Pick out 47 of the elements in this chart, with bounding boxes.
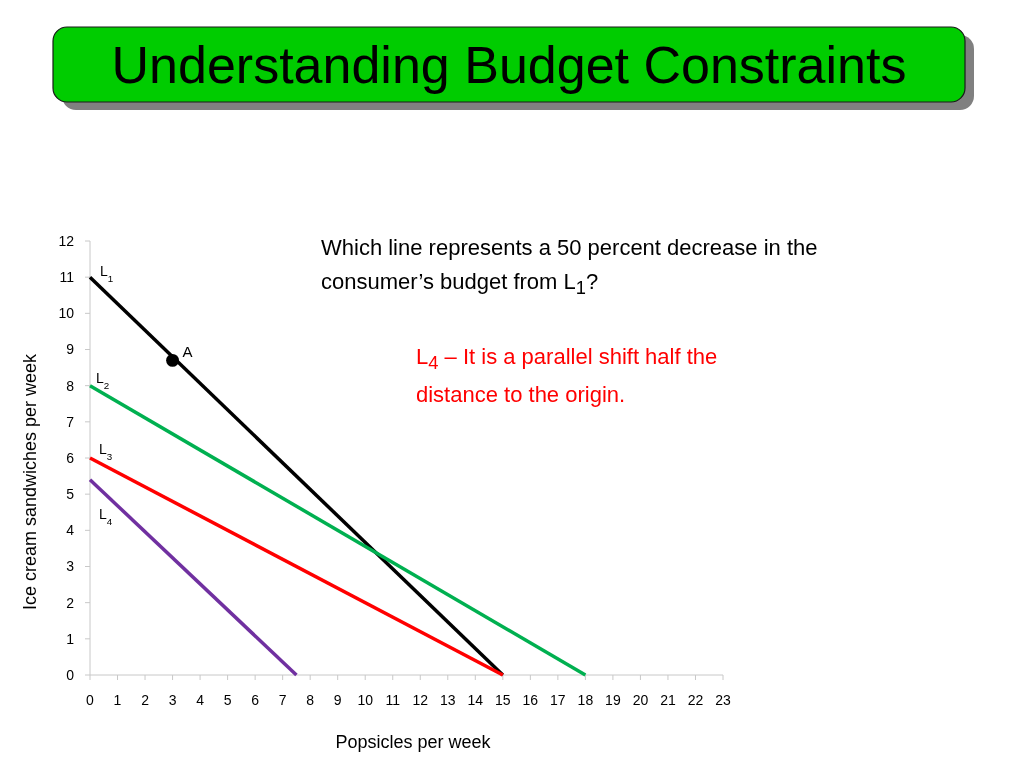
y-tick-label: 9 [66, 341, 75, 358]
y-tick-label: 10 [58, 305, 75, 322]
x-tick-label: 23 [715, 692, 731, 708]
x-tick-label: 18 [577, 692, 594, 708]
series-label: L$_{2}$ [96, 369, 110, 391]
series-label: A [182, 343, 193, 361]
x-tick-label: 4 [196, 692, 205, 708]
x-tick-label: 2 [141, 692, 150, 708]
series-label: L$_{4}$ [99, 505, 113, 527]
x-tick-label: 12 [412, 692, 429, 708]
annotation: L$_{4}$ – It is a parallel shift half the distance to the origin. [416, 343, 719, 410]
y-tick-label: 8 [66, 377, 75, 394]
y-tick-label: 7 [66, 413, 75, 430]
x-tick-label: 17 [550, 692, 566, 708]
y-tick-label: 1 [66, 630, 75, 647]
x-tick-label: 6 [251, 692, 260, 708]
x-tick-label: 5 [223, 692, 232, 708]
x-tick-label: 21 [660, 692, 676, 708]
y-tick-label: 3 [66, 558, 75, 575]
x-tick-label: 10 [357, 692, 374, 708]
annotation: Which line represents a 50 percent decrease in the consumer’s budget from L$_{1}$? [321, 234, 819, 301]
x-tick-label: 22 [687, 692, 704, 708]
x-axis-title: Popsicles per week [335, 732, 492, 752]
series-label: L$_{1}$ [100, 263, 114, 284]
x-tick-label: 9 [333, 692, 342, 708]
x-tick-label: 7 [278, 692, 287, 708]
x-tick-label: 3 [168, 692, 177, 708]
x-tick-label: 14 [467, 692, 484, 708]
x-tick-label: 15 [495, 692, 511, 708]
x-tick-label: 8 [306, 692, 315, 708]
chart-title: Understanding Budget Constraints [111, 36, 907, 94]
y-tick-label: 12 [58, 232, 75, 249]
y-tick-label: 0 [66, 666, 75, 683]
x-tick-label: 16 [522, 692, 539, 708]
x-tick-label: 19 [605, 692, 621, 708]
series-label: L$_{3}$ [99, 441, 113, 462]
y-tick-label: 11 [59, 269, 75, 286]
y-tick-label: 5 [66, 486, 75, 503]
y-axis-title: Ice cream sandwiches per week [20, 352, 40, 611]
x-tick-label: 13 [439, 692, 456, 708]
x-tick-label: 20 [632, 692, 649, 708]
y-tick-label: 2 [66, 594, 75, 611]
x-tick-label: 11 [385, 692, 401, 708]
y-tick-label: 4 [66, 522, 75, 539]
y-tick-label: 6 [66, 449, 75, 466]
x-tick-label: 0 [86, 692, 95, 708]
x-tick-label: 1 [113, 692, 122, 708]
